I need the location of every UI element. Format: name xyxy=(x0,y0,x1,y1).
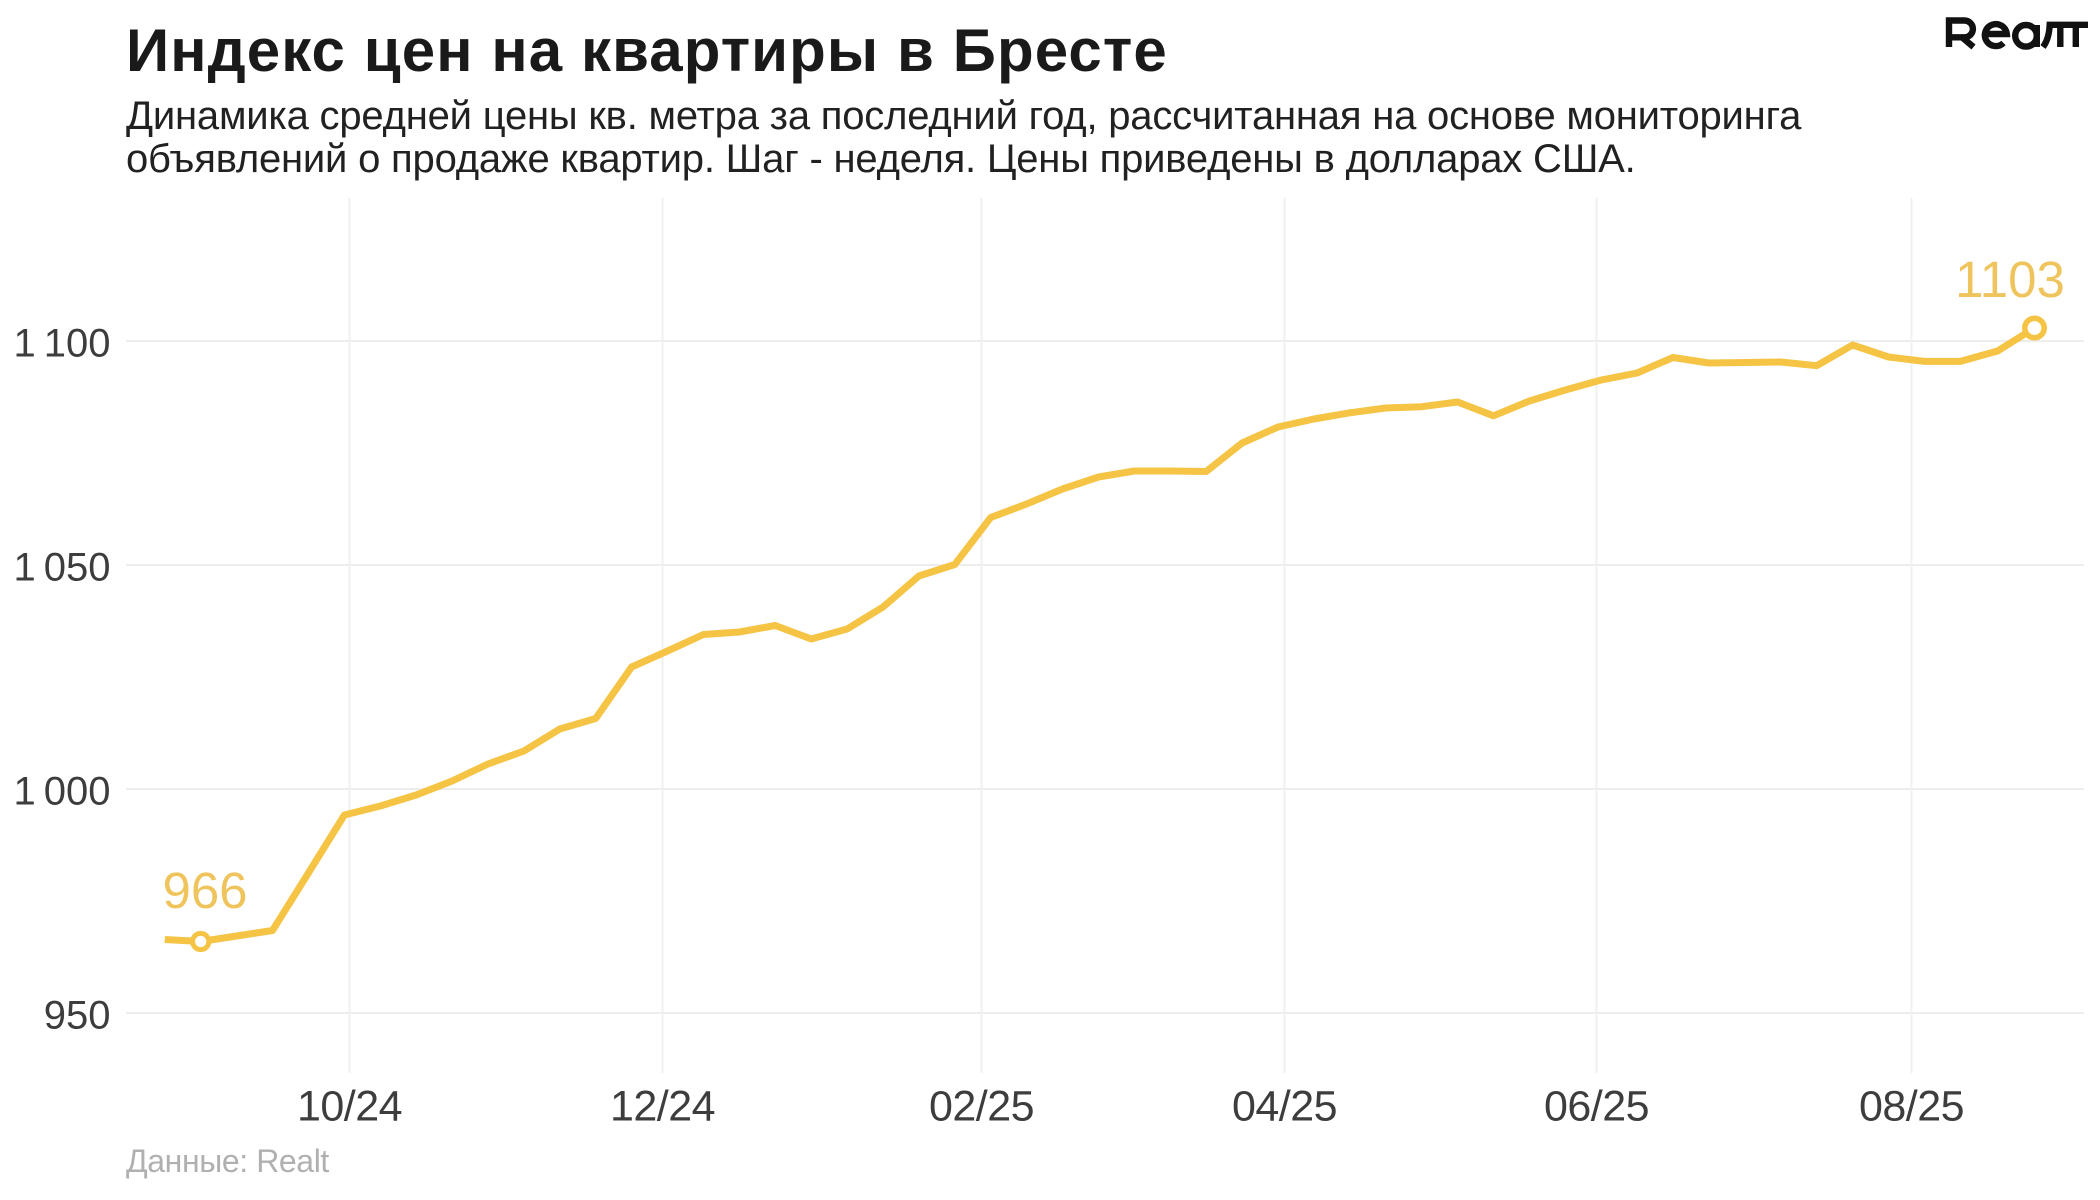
svg-text:08/25: 08/25 xyxy=(1859,1083,1964,1131)
svg-text:Индекс цен на квартиры в Брест: Индекс цен на квартиры в Бресте xyxy=(126,17,1168,84)
svg-text:06/25: 06/25 xyxy=(1544,1083,1649,1131)
svg-text:объявлений о продаже квартир.: объявлений о продаже квартир. Шаг - неде… xyxy=(126,137,1636,181)
svg-text:1 050: 1 050 xyxy=(14,546,111,590)
svg-text:02/25: 02/25 xyxy=(929,1083,1034,1131)
svg-text:1 100: 1 100 xyxy=(14,322,111,366)
svg-text:1103: 1103 xyxy=(1955,251,2065,308)
svg-text:1 000: 1 000 xyxy=(14,770,111,814)
svg-text:Динамика средней цены кв. метр: Динамика средней цены кв. метра за после… xyxy=(126,94,1802,138)
svg-text:12/24: 12/24 xyxy=(610,1083,715,1131)
svg-text:966: 966 xyxy=(162,862,247,919)
svg-text:950: 950 xyxy=(44,994,111,1038)
svg-text:Данные: Realt: Данные: Realt xyxy=(126,1143,329,1179)
svg-text:04/25: 04/25 xyxy=(1232,1083,1337,1131)
svg-text:10/24: 10/24 xyxy=(297,1083,402,1131)
